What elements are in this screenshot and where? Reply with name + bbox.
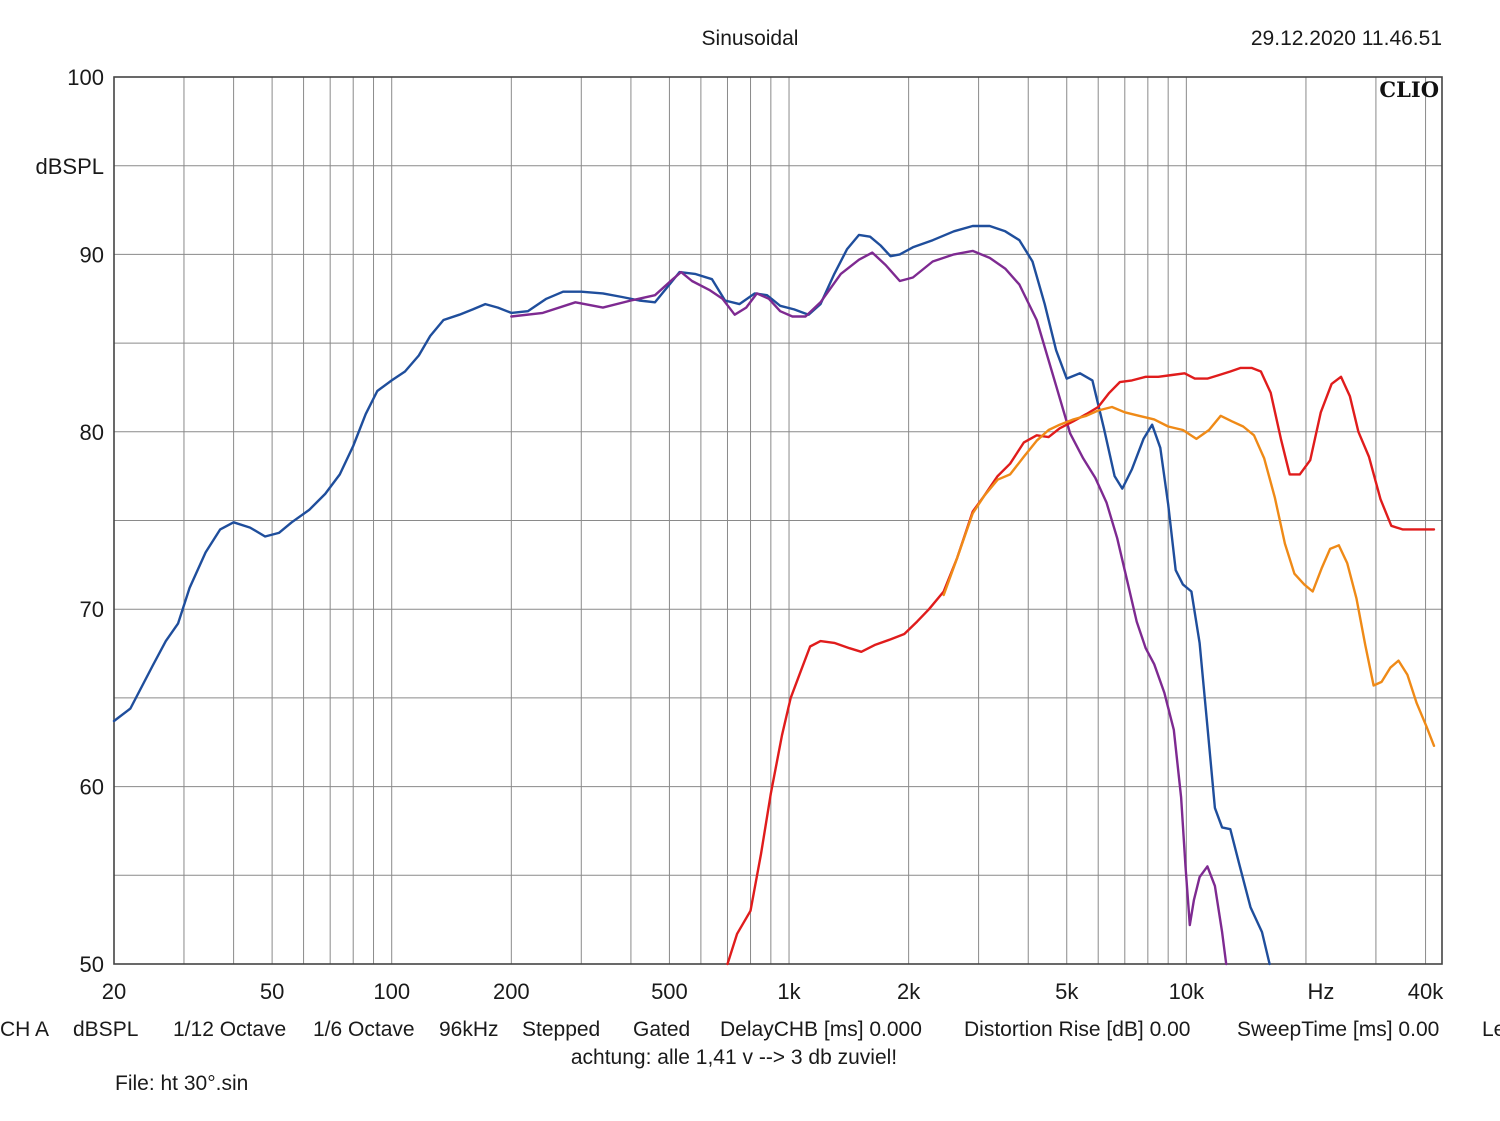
x-tick-labels: 20 50 100 200 500 1k 2k 5k 10k 40k: [102, 979, 1445, 1004]
series-line-4: [942, 405, 1436, 747]
setting-item: Distortion Rise [dB] 0.00: [964, 1018, 1191, 1041]
plot-frame: [113, 76, 1443, 965]
series-line-2: [510, 249, 1228, 966]
setting-item: SweepTime [ms] 0.00: [1237, 1018, 1440, 1041]
setting-item: DelayCHB [ms] 0.000: [720, 1018, 922, 1041]
y-axis-label: dBSPL: [36, 154, 105, 179]
x-tick-label: 40k: [1408, 979, 1444, 1004]
file-name: File: ht 30°.sin: [115, 1072, 249, 1095]
x-tick-label: 2k: [897, 979, 921, 1004]
x-axis-unit-label: Hz: [1308, 979, 1335, 1004]
setting-item: 1/12 Octave: [173, 1018, 287, 1041]
x-tick-label: 200: [493, 979, 530, 1004]
setting-item: CH A: [0, 1018, 50, 1041]
setting-item: 1/6 Octave: [313, 1018, 415, 1041]
x-tick-label: 10k: [1169, 979, 1205, 1004]
series-line-1: [112, 224, 1271, 966]
y-tick-label: 100: [67, 65, 104, 90]
timestamp: 29.12.2020 11.46.51: [1250, 27, 1442, 50]
setting-item: Stepped: [522, 1018, 601, 1041]
setting-item: dBSPL: [73, 1018, 139, 1041]
y-tick-label: 50: [80, 952, 104, 977]
x-tick-label: 5k: [1055, 979, 1079, 1004]
x-tick-label: 50: [260, 979, 284, 1004]
grid: [114, 77, 1442, 964]
x-tick-label: 1k: [777, 979, 801, 1004]
y-tick-label: 90: [80, 242, 104, 267]
y-tick-label: 70: [80, 597, 104, 622]
clio-logo: CLIO: [1379, 77, 1439, 102]
series-line-3: [726, 366, 1436, 966]
setting-item: Gated: [633, 1018, 691, 1041]
x-tick-label: 500: [651, 979, 688, 1004]
measurement-note: achtung: alle 1,41 v --> 3 db zuviel!: [570, 1046, 898, 1069]
chart-title: Sinusoidal: [701, 27, 799, 50]
y-tick-labels: 50 60 70 80 90 100: [67, 65, 104, 977]
measurement-settings-bar: CH A dBSPL 1/12 Octave 1/6 Octave 96kHz Stepp…: [0, 1018, 1500, 1048]
x-tick-label: 100: [373, 979, 410, 1004]
setting-item: 96kHz: [439, 1018, 499, 1041]
setting-item: Le: [1482, 1018, 1500, 1041]
x-tick-label: 20: [102, 979, 126, 1004]
y-tick-label: 60: [80, 775, 104, 800]
y-tick-label: 80: [80, 420, 104, 445]
series-lines: [112, 224, 1436, 966]
